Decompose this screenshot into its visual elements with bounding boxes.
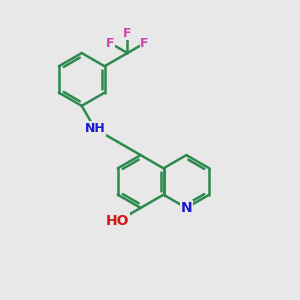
Text: F: F [123,27,132,40]
Text: F: F [140,37,149,50]
Text: HO: HO [106,214,130,228]
Text: NH: NH [85,122,105,135]
Text: F: F [106,37,115,50]
Text: N: N [181,201,192,215]
